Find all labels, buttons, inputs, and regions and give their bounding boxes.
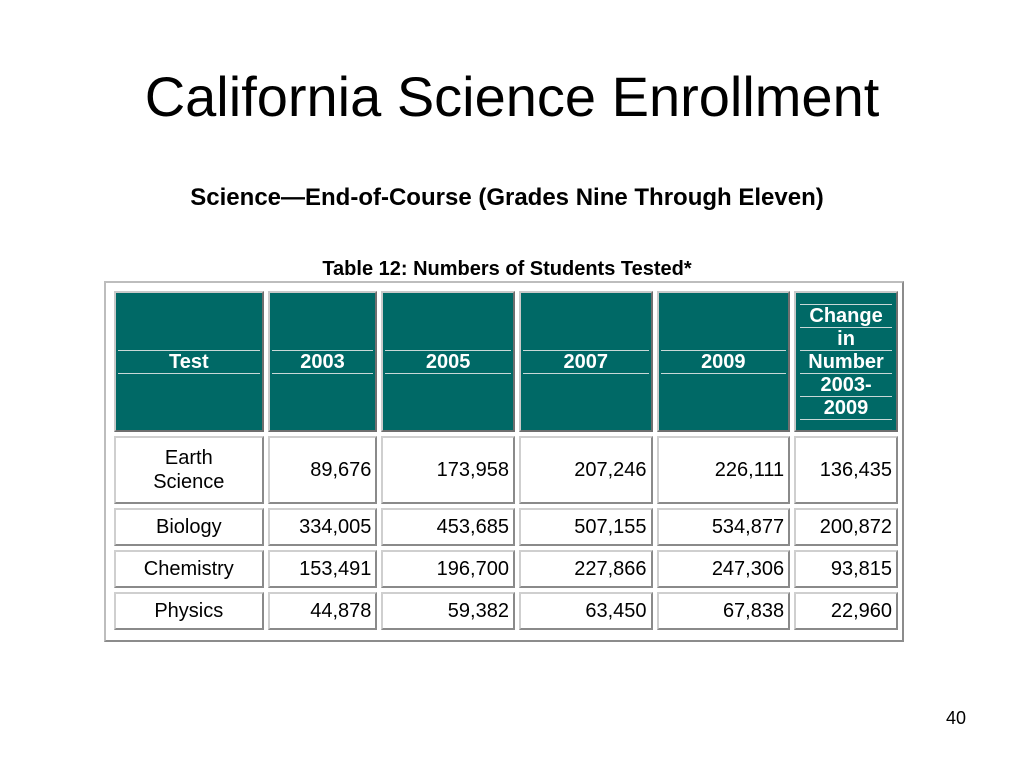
cell-change: 93,815: [794, 550, 898, 588]
header-change-line: Change: [800, 303, 892, 328]
cell-2003: 334,005: [267, 508, 378, 546]
table-row: Chemistry 153,491 196,700 227,866 247,30…: [114, 550, 898, 588]
header-2007-label: 2007: [522, 349, 649, 374]
header-2009-label: 2009: [660, 349, 787, 374]
cell-2009: 247,306: [656, 550, 791, 588]
table-row: Biology 334,005 453,685 507,155 534,877 …: [114, 508, 898, 546]
header-change-line: Number: [800, 351, 892, 374]
cell-2007: 63,450: [518, 592, 653, 630]
cell-2003: 153,491: [267, 550, 378, 588]
header-change-line: 2009: [800, 397, 892, 420]
table-row: Physics 44,878 59,382 63,450 67,838 22,9…: [114, 592, 898, 630]
slide-subtitle: Science—End-of-Course (Grades Nine Throu…: [190, 184, 824, 211]
test-name-line: Earth: [164, 447, 213, 469]
cell-2009: 534,877: [656, 508, 791, 546]
cell-2003: 89,676: [267, 436, 378, 504]
table-caption: Table 12: Numbers of Students Tested*: [322, 258, 692, 280]
header-change-line: 2003-: [800, 374, 892, 397]
header-2003: 2003: [267, 291, 378, 432]
header-change-line: in: [800, 328, 892, 351]
header-2005-label: 2005: [385, 349, 511, 374]
row-biology-test: Biology: [114, 508, 264, 546]
cell-2007: 207,246: [518, 436, 653, 504]
row-physics-test: Physics: [114, 592, 264, 630]
header-test: Test: [114, 291, 264, 432]
table-row: Earth Science 89,676 173,958 207,246 226…: [114, 436, 898, 504]
header-test-label: Test: [118, 349, 260, 374]
page-number: 40: [945, 708, 966, 728]
enrollment-table-frame: Test 2003 2005 2007 2009 Chang: [104, 281, 904, 642]
cell-change: 200,872: [794, 508, 898, 546]
table-header-row: Test 2003 2005 2007 2009 Chang: [114, 291, 898, 432]
cell-change: 136,435: [794, 436, 898, 504]
cell-2009: 67,838: [656, 592, 791, 630]
cell-2005: 453,685: [381, 508, 515, 546]
header-change: Change in Number 2003- 2009: [794, 291, 898, 432]
test-name-line: Science: [153, 471, 225, 493]
cell-2007: 227,866: [518, 550, 653, 588]
enrollment-table: Test 2003 2005 2007 2009 Chang: [110, 287, 902, 634]
row-earth-science-test: Earth Science: [114, 436, 264, 504]
cell-2009: 226,111: [656, 436, 791, 504]
cell-2005: 196,700: [381, 550, 515, 588]
header-2009: 2009: [656, 291, 791, 432]
cell-2003: 44,878: [267, 592, 378, 630]
header-2003-label: 2003: [271, 349, 374, 374]
header-2005: 2005: [381, 291, 515, 432]
cell-change: 22,960: [794, 592, 898, 630]
row-chemistry-test: Chemistry: [114, 550, 264, 588]
cell-2005: 173,958: [381, 436, 515, 504]
slide-title: California Science Enrollment: [144, 65, 880, 128]
header-2007: 2007: [518, 291, 653, 432]
cell-2005: 59,382: [381, 592, 515, 630]
cell-2007: 507,155: [518, 508, 653, 546]
